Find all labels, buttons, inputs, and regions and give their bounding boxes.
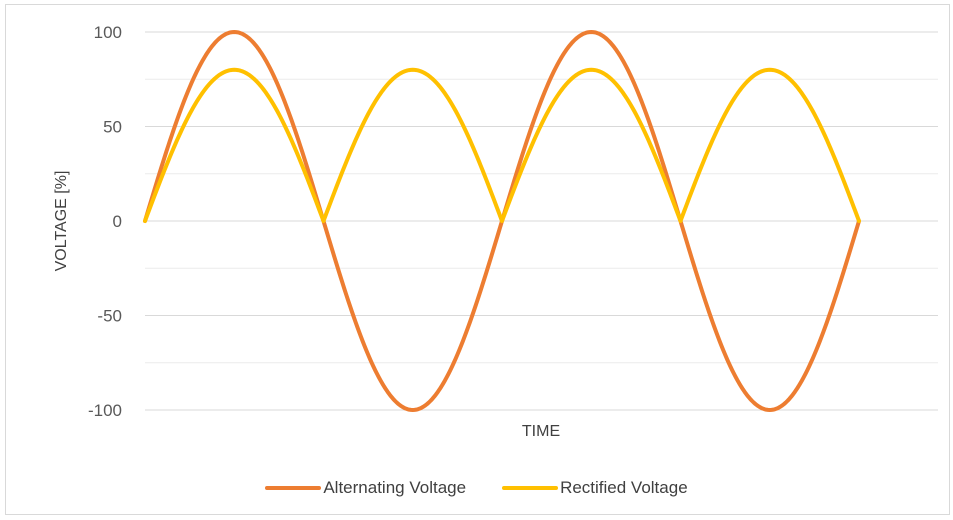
y-tick-label: 0	[113, 212, 122, 231]
y-tick-label: 100	[94, 23, 122, 42]
grid-lines	[145, 31, 938, 411]
y-tick-label: -100	[88, 401, 122, 420]
y-tick-labels: 100 50 0 -50 -100	[88, 23, 122, 420]
legend-swatch-rectified	[502, 486, 559, 490]
series-lines	[143, 30, 861, 412]
legend-label-rectified: Rectified Voltage	[560, 478, 688, 497]
x-axis-title: TIME	[522, 423, 560, 440]
series-line-rectified-voltage	[143, 67, 861, 223]
y-tick-label: 50	[103, 118, 122, 137]
y-axis-title: VOLTAGE [%]	[53, 171, 70, 272]
legend-item-alternating[interactable]: Alternating Voltage	[265, 478, 466, 498]
legend-swatch-alternating	[265, 486, 322, 490]
chart-area	[5, 4, 950, 515]
legend: Alternating Voltage Rectified Voltage	[0, 478, 953, 498]
y-tick-label: -50	[97, 307, 122, 326]
legend-item-rectified[interactable]: Rectified Voltage	[502, 478, 688, 498]
legend-label-alternating: Alternating Voltage	[323, 478, 467, 497]
